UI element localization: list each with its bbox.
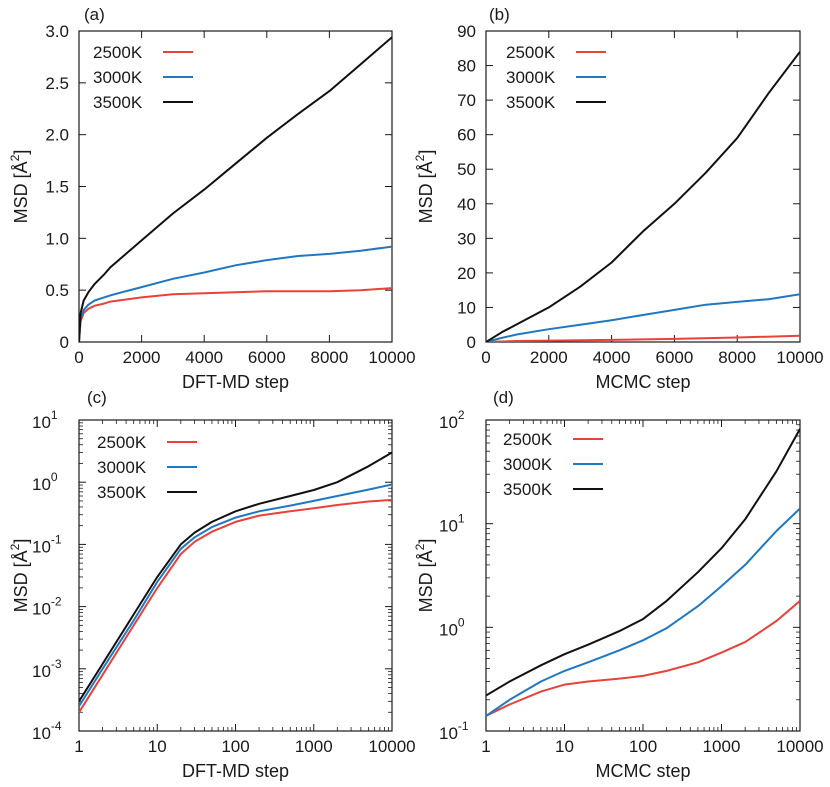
panel-d-series-3500K	[486, 428, 800, 697]
panel-b-xlabel: MCMC step	[595, 372, 690, 392]
panel-b-series-2500K	[486, 334, 800, 342]
panel-b-xtick-label: 10000	[776, 348, 823, 367]
panel-a-series-3000K	[79, 245, 392, 342]
panel-b-xtick-label: 2000	[530, 348, 568, 367]
panel-a-xtick-label: 8000	[310, 348, 348, 367]
panel-d-xtick-label: 1000	[703, 737, 741, 756]
panel-c-xtick-label: 1000	[295, 737, 333, 756]
panel-a-tag: (a)	[84, 5, 105, 24]
panel-c-xtick-label: 1	[74, 737, 83, 756]
panel-c-series-3500K	[79, 451, 392, 702]
panel-b-xtick-label: 6000	[655, 348, 693, 367]
panel-d-xlabel: MCMC step	[595, 761, 690, 781]
panel-c-series-3000K	[79, 483, 392, 707]
panel-d-xtick-label: 100	[629, 737, 657, 756]
panel-d-ytick-label: 101	[439, 512, 465, 536]
panel-c-ytick-label: 100	[32, 470, 58, 494]
panel-c-xtick-label: 10	[148, 737, 167, 756]
panel-c-tag: (c)	[87, 388, 107, 407]
panel-a-ytick-label: 3.0	[45, 22, 69, 41]
panel-b-tag: (b)	[489, 5, 510, 24]
panel-c-ytick-label: 10-1	[32, 532, 62, 556]
panel-c-ytick-label: 101	[32, 408, 58, 432]
panel-b-ytick-label: 60	[457, 126, 476, 145]
panel-a-xtick-label: 6000	[248, 348, 286, 367]
panel-a-ylabel: MSD [Å2]	[8, 150, 31, 224]
panel-a-legend-label-3500K: 3500K	[93, 93, 143, 112]
panel-b-ylabel: MSD [Å2]	[413, 150, 436, 224]
panel-d-ytick-label: 10-1	[439, 719, 469, 743]
panel-d-legend-label-2500K: 2500K	[503, 430, 553, 449]
panel-d-ytick-label: 100	[439, 615, 465, 639]
panel-b-frame	[485, 30, 801, 343]
panel-b-xtick-label: 0	[481, 348, 490, 367]
panel-c-ylabel: MSD [Å2]	[8, 539, 31, 613]
panel-b-ytick-label: 0	[467, 333, 476, 352]
panel-b-ytick-label: 70	[457, 91, 476, 110]
panel-a-legend-label-3000K: 3000K	[93, 68, 143, 87]
panel-d-series-3000K	[486, 507, 800, 717]
panel-c-legend-label-3500K: 3500K	[97, 483, 147, 502]
panel-b-series-3000K	[486, 293, 800, 342]
panel-c-xtick-label: 10000	[368, 737, 415, 756]
panel-b-ytick-label: 80	[457, 57, 476, 76]
panel-a-legend-label-2500K: 2500K	[93, 43, 143, 62]
panel-c-series-2500K	[79, 498, 392, 713]
panel-d-xtick-label: 10	[555, 737, 574, 756]
panel-a-xtick-label: 0	[74, 348, 83, 367]
panel-b-ytick-label: 30	[457, 229, 476, 248]
panel-c-ytick-label: 10-3	[32, 657, 62, 681]
panel-d-ytick-label: 102	[439, 408, 465, 432]
panel-b: (b) 0 2000 4000 6000 8000 10000 0 10 20 30 40 50 60 70…	[413, 5, 824, 392]
panel-d-legend-label-3500K: 3500K	[503, 480, 553, 499]
panel-a-xlabel: DFT-MD step	[182, 372, 289, 392]
panel-b-ytick-label: 10	[457, 298, 476, 317]
panel-b-legend-label-2500K: 2500K	[506, 43, 556, 62]
panel-a-xtick-label: 2000	[123, 348, 161, 367]
panel-b-ytick-label: 90	[457, 22, 476, 41]
panel-a-ytick-label: 0.5	[45, 281, 69, 300]
panel-a-ytick-label: 1.5	[45, 178, 69, 197]
panel-c-ytick-label: 10-2	[32, 595, 62, 619]
panel-c-legend-label-2500K: 2500K	[97, 433, 147, 452]
panel-b-ytick-label: 50	[457, 160, 476, 179]
panel-b-ytick-label: 20	[457, 264, 476, 283]
panel-a-ytick-label: 2.5	[45, 74, 69, 93]
panel-c: (c) 1 10 100 1000 10000 10-4 10-3 10-2 10-1 100 101…	[8, 388, 416, 781]
panel-d-ylabel: MSD [Å2]	[413, 539, 436, 613]
panel-d-xtick-label: 10000	[776, 737, 823, 756]
panel-a-ytick-label: 1.0	[45, 229, 69, 248]
panel-c-xlabel: DFT-MD step	[182, 761, 289, 781]
panel-a-xtick-label: 10000	[368, 348, 415, 367]
panel-b-series-3500K	[486, 51, 800, 342]
panel-a-ytick-label: 2.0	[45, 126, 69, 145]
panel-d-xtick-label: 1	[481, 737, 490, 756]
panel-a-xtick-label: 4000	[185, 348, 223, 367]
panel-b-legend-label-3000K: 3000K	[506, 68, 556, 87]
panel-d: (d) 1 10 100 1000 10000 10-1 100 101 102 MCMC step…	[413, 388, 824, 781]
panel-d-series-2500K	[486, 600, 800, 717]
panel-c-xtick-label: 100	[221, 737, 249, 756]
panel-b-xtick-label: 4000	[593, 348, 631, 367]
panel-d-legend-label-3000K: 3000K	[503, 455, 553, 474]
panel-a-series-2500K	[79, 287, 392, 342]
panel-a-ytick-label: 0	[60, 333, 69, 352]
panel-b-legend-label-3500K: 3500K	[506, 93, 556, 112]
panel-c-ytick-label: 10-4	[32, 719, 62, 743]
panel-a-series-3500K	[79, 36, 392, 342]
panel-a: (a) 0 2000 4000 6000 8000 10000 0 0.5 1.0 1.5 2.0 2.…	[8, 5, 416, 392]
panel-c-legend-label-3000K: 3000K	[97, 458, 147, 477]
panel-b-ytick-label: 40	[457, 195, 476, 214]
panel-b-xtick-label: 8000	[718, 348, 756, 367]
panel-d-tag: (d)	[493, 388, 514, 407]
